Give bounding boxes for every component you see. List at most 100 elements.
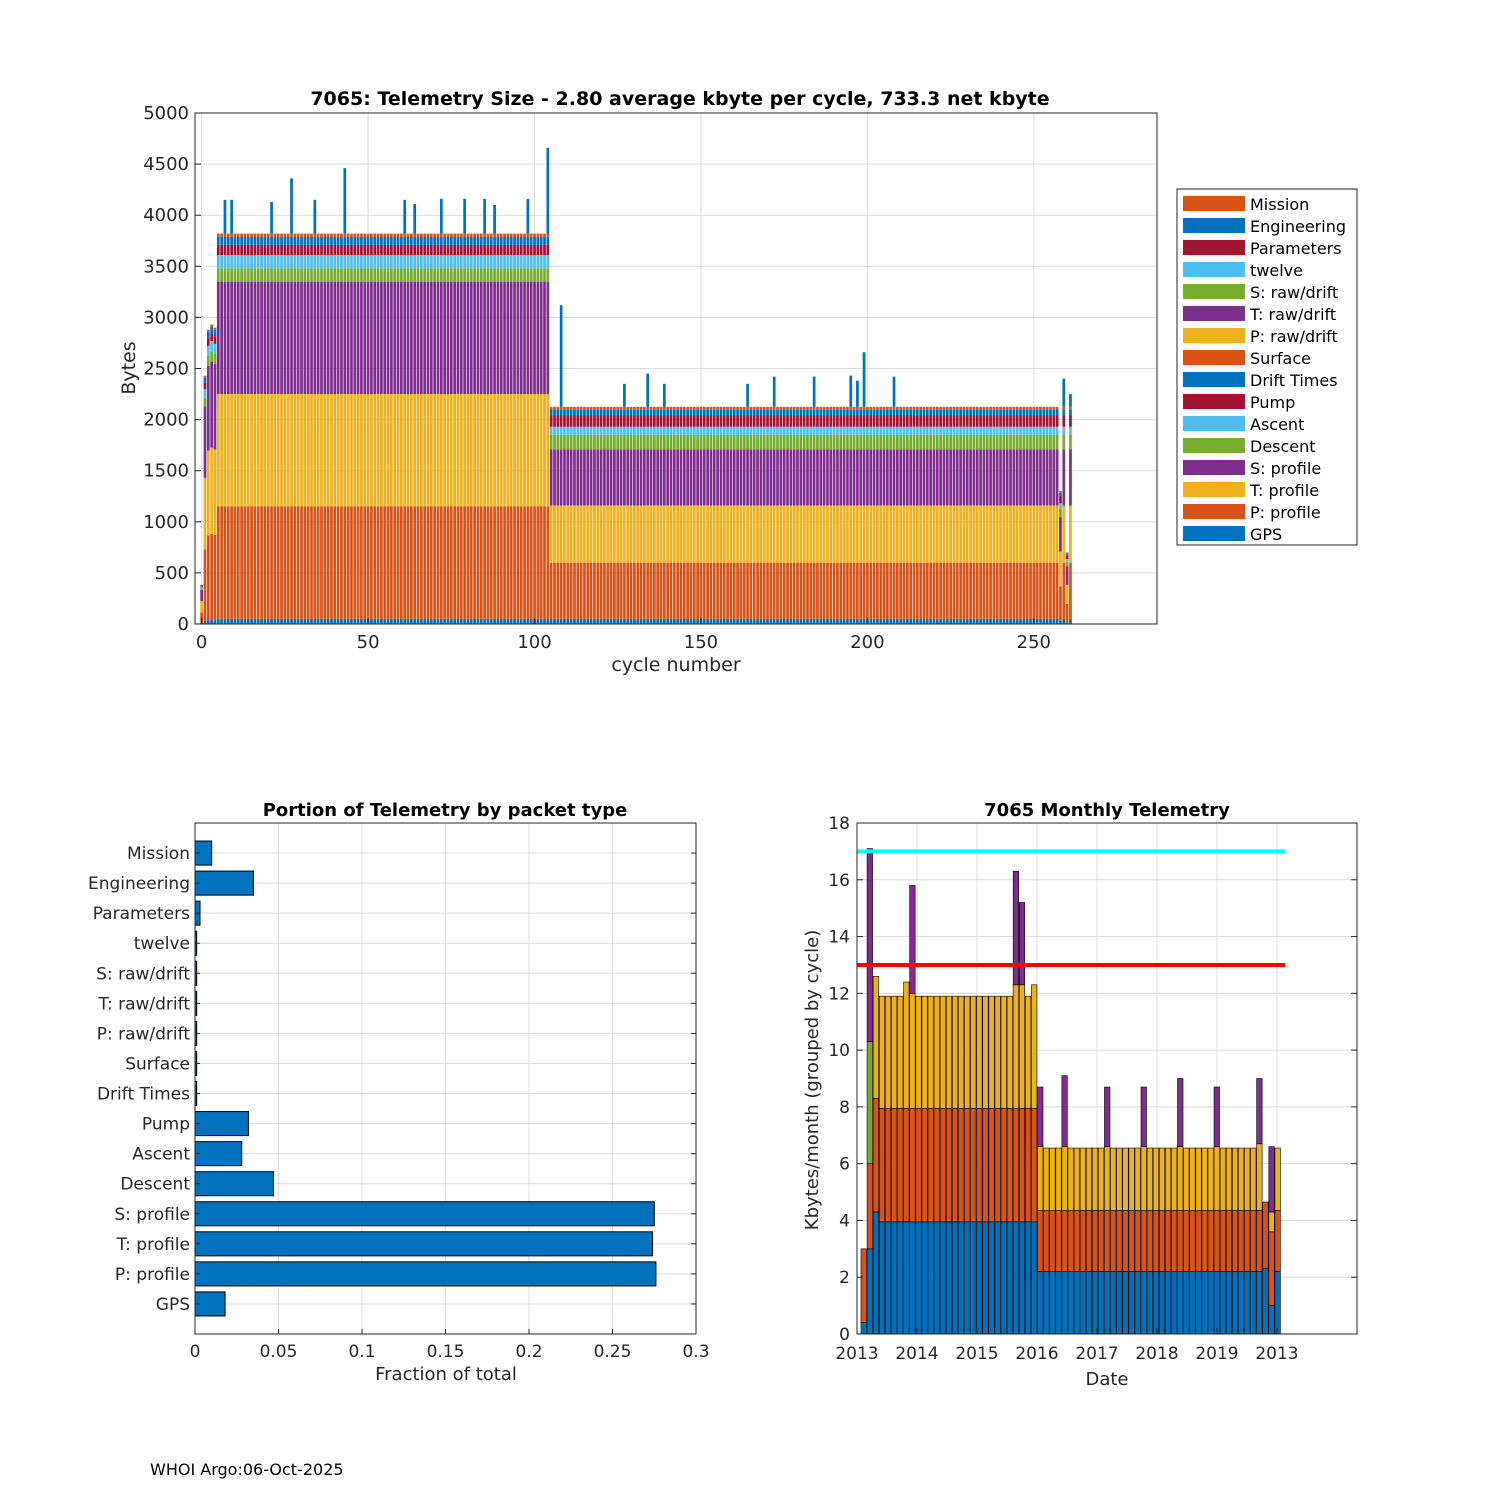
top-bar-segment <box>613 618 616 624</box>
top-bar-segment <box>922 415 926 427</box>
top-bar-segment <box>593 415 596 427</box>
top-bar-segment <box>506 506 510 619</box>
top-bar-segment <box>483 506 486 619</box>
top-bar-segment <box>712 618 716 624</box>
top-bar-segment <box>503 233 506 237</box>
top-bar-segment <box>1049 434 1052 450</box>
top-bar-segment <box>586 426 590 435</box>
top-bar-segment <box>506 281 510 395</box>
top-bar-segment <box>300 244 303 256</box>
top-bar-segment <box>206 450 210 536</box>
top-bar-segment <box>573 434 576 450</box>
top-bar-segment <box>812 618 816 624</box>
top-bar-segment <box>643 406 646 410</box>
top-bar-segment <box>1012 618 1016 624</box>
top-bar-segment <box>806 426 809 435</box>
top-bar-cycle <box>519 233 523 624</box>
top-bar-segment <box>895 434 899 450</box>
top-bar-segment <box>243 255 247 269</box>
top-bar-segment <box>736 415 739 427</box>
top-bar-segment <box>280 268 283 282</box>
top-bar-cycle <box>333 233 337 624</box>
top-bar-segment <box>459 233 463 237</box>
top-bar-segment <box>270 255 273 269</box>
top-bar-segment <box>426 394 430 507</box>
top-bar-segment <box>975 406 979 410</box>
hbar-bar <box>194 1291 226 1317</box>
top-bar-segment <box>283 244 287 256</box>
top-bar-segment <box>739 409 743 416</box>
top-bar-segment <box>320 244 323 256</box>
top-bar-segment <box>220 244 223 256</box>
top-bar-cycle <box>283 233 287 624</box>
top-bar-cycle <box>393 233 397 624</box>
top-bar-segment <box>849 449 853 506</box>
top-legend-label: T: profile <box>1249 481 1319 500</box>
top-bar-segment <box>712 434 716 450</box>
top-bar-segment <box>393 618 397 624</box>
top-bar-segment <box>436 233 440 237</box>
top-bar-segment <box>1052 409 1056 416</box>
top-bar-segment <box>393 255 397 269</box>
top-bar-segment <box>496 618 500 624</box>
top-bar-segment <box>949 449 952 506</box>
hbar-category-label: Pump <box>142 1115 190 1135</box>
top-bar-segment <box>666 449 670 506</box>
top-bar-segment <box>523 244 526 256</box>
top-bar-segment <box>822 505 826 563</box>
top-bar-segment <box>889 562 893 619</box>
top-bar-segment <box>609 415 613 427</box>
top-bar-segment <box>702 449 706 506</box>
top-bar-segment <box>320 618 323 624</box>
top-bar-segment <box>842 415 846 427</box>
top-bar-segment <box>326 506 330 619</box>
top-bar-segment <box>273 268 277 282</box>
top-ticks: 0500100015002000250030003500400045005000… <box>143 103 1051 653</box>
top-bar-cycle <box>533 233 536 624</box>
top-bar-segment <box>516 618 520 624</box>
top-bar-segment <box>303 268 307 282</box>
top-bar-segment <box>573 505 576 563</box>
monthly-bar-segment <box>1006 995 1013 1109</box>
top-bar-segment <box>436 236 440 245</box>
top-bar-segment <box>266 268 270 282</box>
top-bar-segment <box>573 406 576 410</box>
top-bar-segment <box>652 562 656 619</box>
top-bar-segment <box>895 415 899 427</box>
monthly-bar-segment <box>927 1108 934 1223</box>
top-bar-cycle <box>919 406 923 624</box>
top-bar-segment <box>543 255 546 269</box>
top-bar-segment <box>816 618 819 624</box>
top-bar-segment <box>972 434 976 450</box>
top-bar-segment <box>726 449 729 506</box>
top-bar-segment <box>413 394 417 507</box>
top-bar-segment <box>872 618 876 624</box>
top-bar-segment <box>623 415 626 427</box>
top-bar-segment <box>466 281 470 395</box>
top-bar-segment <box>699 434 703 450</box>
top-bar-segment <box>1062 505 1066 563</box>
top-bar-segment <box>556 406 560 410</box>
top-bar-segment <box>792 409 796 416</box>
top-bar-segment <box>762 426 766 435</box>
top-bar-segment <box>1045 618 1049 624</box>
top-bar-segment <box>932 562 936 619</box>
top-bar-segment <box>919 505 923 563</box>
top-bar-segment <box>446 394 450 507</box>
top-bar-segment <box>463 244 466 256</box>
top-bar-segment <box>919 415 923 427</box>
top-bar-segment <box>772 505 776 563</box>
top-bar-segment <box>1029 426 1032 435</box>
top-bar-segment <box>346 394 350 507</box>
top-bar-segment <box>646 449 650 506</box>
top-bar-segment <box>403 281 407 395</box>
top-bar-segment <box>236 394 240 507</box>
top-legend-swatch <box>1183 262 1245 277</box>
top-bar-segment <box>769 449 773 506</box>
top-bar-segment <box>922 618 926 624</box>
top-bar-segment <box>449 255 453 269</box>
top-bar-segment <box>995 415 999 427</box>
monthly-bar <box>1031 984 1038 1335</box>
monthly-axes-box <box>856 822 1358 1335</box>
monthly-bar-segment <box>1152 1210 1159 1272</box>
